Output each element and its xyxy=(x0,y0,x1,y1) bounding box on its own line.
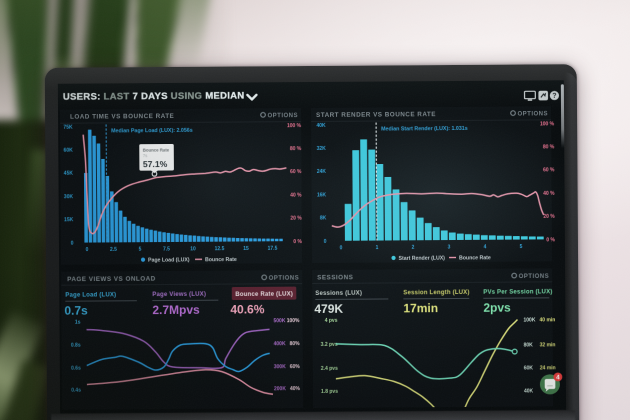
svg-text:4: 4 xyxy=(484,244,487,250)
svg-text:0.4s: 0.4s xyxy=(71,387,81,393)
svg-text:Page Load (LUX): Page Load (LUX) xyxy=(148,258,190,264)
svg-text:2pvs: 2pvs xyxy=(483,301,511,315)
svg-text:4: 4 xyxy=(556,374,560,381)
svg-text:1s: 1s xyxy=(75,319,81,325)
svg-text:40K: 40K xyxy=(316,123,326,129)
svg-text:START RENDER VS BOUNCE RATE: START RENDER VS BOUNCE RATE xyxy=(316,111,436,119)
svg-text:1.8 pvs: 1.8 pvs xyxy=(321,389,338,395)
svg-text:30K: 30K xyxy=(64,194,74,200)
svg-text:Sessions (LUX): Sessions (LUX) xyxy=(315,291,362,297)
svg-text:479K: 479K xyxy=(314,302,343,316)
svg-text:0: 0 xyxy=(71,240,74,246)
svg-text:100%: 100% xyxy=(287,318,300,324)
svg-text:7.5: 7.5 xyxy=(163,246,170,252)
svg-text:2.5: 2.5 xyxy=(110,247,117,253)
svg-text:Session Length (LUX): Session Length (LUX) xyxy=(403,290,469,296)
svg-text:15K: 15K xyxy=(64,217,74,223)
svg-text:20 %: 20 % xyxy=(543,214,555,220)
svg-text:0 %: 0 % xyxy=(546,237,555,243)
svg-text:2.7Mpvs: 2.7Mpvs xyxy=(152,303,200,317)
svg-text:60%: 60% xyxy=(290,364,301,370)
svg-text:0.8s: 0.8s xyxy=(71,342,81,348)
svg-text:80 %: 80 % xyxy=(290,146,302,152)
svg-text:15: 15 xyxy=(243,246,249,252)
svg-text:0 %: 0 % xyxy=(293,239,302,245)
svg-text:100 %: 100 % xyxy=(287,123,302,129)
svg-text:OPTIONS: OPTIONS xyxy=(269,276,300,282)
svg-text:OPTIONS: OPTIONS xyxy=(268,113,299,119)
svg-text:PVs Per Session (LUX): PVs Per Session (LUX) xyxy=(483,289,552,295)
svg-text:60K: 60K xyxy=(524,365,534,371)
svg-text:0: 0 xyxy=(324,239,327,245)
svg-text:24K: 24K xyxy=(317,169,327,175)
svg-text:32K: 32K xyxy=(317,146,327,152)
svg-text:17min: 17min xyxy=(403,301,438,315)
svg-text:16K: 16K xyxy=(317,192,327,198)
svg-text:SESSIONS: SESSIONS xyxy=(317,274,353,281)
svg-text:Median Start Render (LUX): 1.0: Median Start Render (LUX): 1.031s xyxy=(381,126,468,133)
svg-text:40 %: 40 % xyxy=(543,191,555,197)
svg-text:3: 3 xyxy=(448,245,451,251)
svg-text:100 %: 100 % xyxy=(540,121,555,127)
svg-text:Bounce Rate: Bounce Rate xyxy=(143,147,170,152)
svg-text:4 pvs: 4 pvs xyxy=(325,318,338,324)
svg-text:45K: 45K xyxy=(64,171,74,177)
svg-text:60 %: 60 % xyxy=(543,168,555,174)
svg-text:200K: 200K xyxy=(274,386,286,392)
svg-text:OPTIONS: OPTIONS xyxy=(518,111,549,117)
svg-text:Median Page Load (LUX): 2.056s: Median Page Load (LUX): 2.056s xyxy=(111,128,193,135)
svg-text:40.6%: 40.6% xyxy=(230,302,264,316)
svg-text:20 %: 20 % xyxy=(290,216,302,222)
svg-text:Bounce Rate: Bounce Rate xyxy=(205,257,237,263)
svg-text:5: 5 xyxy=(520,244,523,250)
svg-text:40 %: 40 % xyxy=(290,192,302,198)
svg-text:0: 0 xyxy=(340,245,343,251)
svg-text:1: 1 xyxy=(376,245,379,251)
svg-text:Page Views (LUX): Page Views (LUX) xyxy=(152,292,206,298)
svg-text:Bounce Rate (LUX): Bounce Rate (LUX) xyxy=(235,292,293,298)
svg-text:5: 5 xyxy=(139,247,142,253)
svg-text:OPTIONS: OPTIONS xyxy=(519,274,550,280)
svg-text:8K: 8K xyxy=(320,215,327,221)
svg-text:LOAD TIME VS BOUNCE RATE: LOAD TIME VS BOUNCE RATE xyxy=(70,113,174,121)
svg-text:PAGE VIEWS VS ONLOAD: PAGE VIEWS VS ONLOAD xyxy=(67,276,156,284)
svg-text:2.4 pvs: 2.4 pvs xyxy=(321,366,338,372)
svg-text:10: 10 xyxy=(190,246,196,252)
svg-text:?: ? xyxy=(552,93,556,100)
svg-text:80%: 80% xyxy=(290,341,301,347)
svg-text:40%: 40% xyxy=(290,386,301,392)
svg-text:80 %: 80 % xyxy=(543,144,555,150)
svg-text:Start Render (LUX): Start Render (LUX) xyxy=(399,256,446,262)
svg-text:2: 2 xyxy=(412,245,415,251)
svg-text:300K: 300K xyxy=(274,364,286,370)
svg-text:60 %: 60 % xyxy=(290,169,302,175)
svg-text:40 min: 40 min xyxy=(539,317,555,323)
svg-text:Bounce Rate: Bounce Rate xyxy=(459,255,491,261)
svg-text:75K: 75K xyxy=(63,124,73,130)
svg-text:0.6s: 0.6s xyxy=(71,365,81,371)
svg-text:40K: 40K xyxy=(524,388,534,394)
svg-text:7s: 7s xyxy=(143,153,147,158)
svg-text:0.7s: 0.7s xyxy=(64,304,88,318)
svg-text:17.5: 17.5 xyxy=(268,246,278,252)
svg-text:24 min: 24 min xyxy=(540,365,556,371)
svg-text:400K: 400K xyxy=(274,341,286,347)
svg-text:500K: 500K xyxy=(273,318,285,324)
svg-text:3.2 pvs: 3.2 pvs xyxy=(321,342,338,348)
svg-text:60K: 60K xyxy=(64,148,74,154)
svg-text:12.5: 12.5 xyxy=(215,246,225,252)
svg-text:100K: 100K xyxy=(523,317,535,323)
svg-text:57.1%: 57.1% xyxy=(143,159,168,169)
svg-text:Page Load (LUX): Page Load (LUX) xyxy=(65,292,116,298)
svg-text:0: 0 xyxy=(86,247,89,253)
svg-text:32 min: 32 min xyxy=(540,342,556,348)
svg-text:80K: 80K xyxy=(524,342,534,348)
